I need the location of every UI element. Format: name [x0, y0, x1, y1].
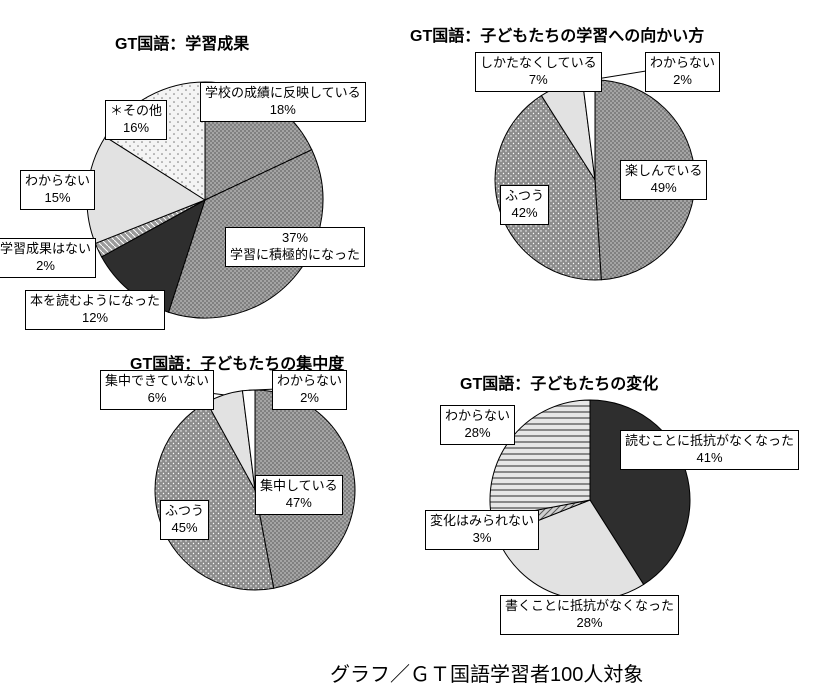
slice-label: 書くことに抵抗がなくなった28% [500, 595, 679, 635]
slice-label: しかたなくしている7% [475, 52, 602, 92]
slice-label: 変化はみられない3% [425, 510, 539, 550]
figure-caption: グラフ／ＧＴ国語学習者100人対象 [330, 658, 643, 687]
slice-label: ふつう45% [160, 500, 209, 540]
slice-label: 読むことに抵抗がなくなった41% [620, 430, 799, 470]
slice-label: 楽しんでいる49% [620, 160, 707, 200]
slice-label: 集中できていない6% [100, 370, 214, 410]
chart1-title: GT国語：学習成果 [115, 30, 249, 54]
slice-label: 学校の成績に反映している18% [200, 82, 366, 122]
slice-label: ふつう42% [500, 185, 549, 225]
slice-label: ＊その他16% [105, 100, 167, 140]
slice-label: 集中している47% [255, 475, 343, 515]
chart4-title: GT国語：子どもたちの変化 [460, 370, 658, 394]
slice-label: 学習成果はない2% [0, 238, 96, 278]
slice-label: わからない2% [272, 370, 347, 410]
chart2-title: GT国語：子どもたちの学習への向かい方 [410, 22, 704, 46]
slice-label: 37%学習に積極的になった [225, 227, 365, 267]
slice-label: 本を読むようになった12% [25, 290, 165, 330]
slice-label: わからない15% [20, 170, 95, 210]
slice-label: わからない2% [645, 52, 720, 92]
slice-label: わからない28% [440, 405, 515, 445]
